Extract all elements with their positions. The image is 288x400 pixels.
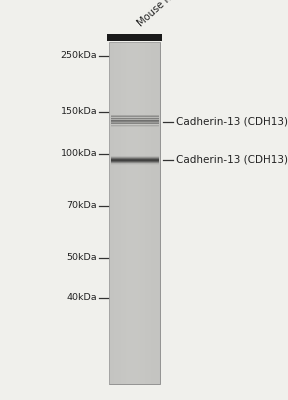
Bar [113,42,114,384]
Bar [146,42,147,384]
Bar [143,42,145,384]
Text: 150kDa: 150kDa [60,108,97,116]
Bar [114,42,116,384]
Bar [152,42,154,384]
Bar [126,42,127,384]
Text: Cadherin-13 (CDH13): Cadherin-13 (CDH13) [176,117,288,127]
Bar [133,42,134,384]
Bar [149,42,150,384]
Bar [145,42,146,384]
Bar [132,42,133,384]
Bar [118,42,120,384]
Bar [130,42,131,384]
Bar [121,42,122,384]
Bar [131,42,132,384]
Text: Cadherin-13 (CDH13): Cadherin-13 (CDH13) [176,155,288,165]
Text: 250kDa: 250kDa [60,52,97,60]
Text: Mouse heart: Mouse heart [136,0,189,29]
Bar [135,42,136,384]
Bar [155,42,156,384]
Bar [154,42,155,384]
Bar [107,34,162,41]
Bar [159,42,160,384]
Bar [111,42,112,384]
Bar [123,42,124,384]
Bar [137,42,139,384]
Bar [150,42,151,384]
Bar [142,42,143,384]
Bar [136,42,137,384]
Bar [116,42,117,384]
Bar [139,42,140,384]
Bar [109,42,111,384]
Bar [127,42,128,384]
Text: 100kDa: 100kDa [60,150,97,158]
Bar [128,42,130,384]
Bar [124,42,126,384]
Text: 40kDa: 40kDa [67,294,97,302]
Bar [156,42,157,384]
Text: 50kDa: 50kDa [67,254,97,262]
Bar [120,42,121,384]
Bar [140,42,141,384]
Bar [122,42,123,384]
Bar [157,42,159,384]
Bar [147,42,149,384]
Bar [109,42,160,384]
Bar [117,42,118,384]
Bar [112,42,113,384]
Text: 70kDa: 70kDa [67,202,97,210]
Bar [151,42,152,384]
Bar [141,42,142,384]
